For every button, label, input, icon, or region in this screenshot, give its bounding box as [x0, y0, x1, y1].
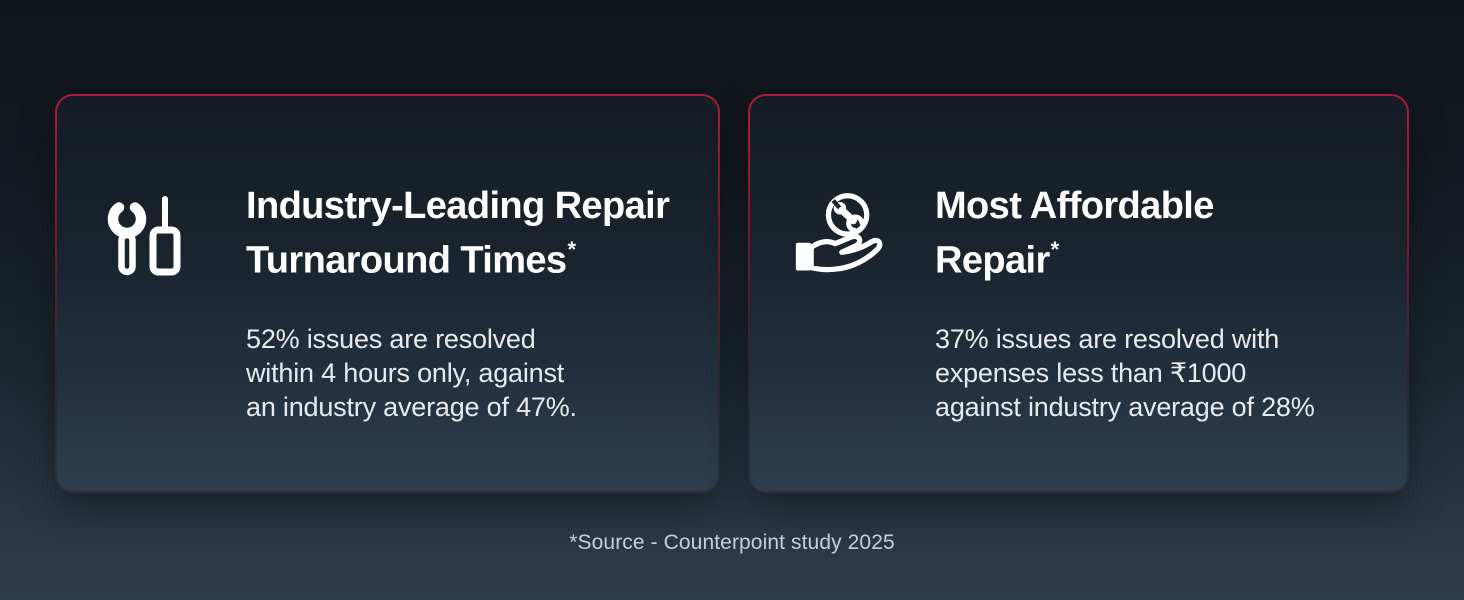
title-line-1: Most Affordable: [935, 185, 1214, 227]
description-line: 52% issues are resolved: [246, 323, 536, 354]
description-line: an industry average of 47%.: [246, 391, 577, 422]
description-line: 37% issues are resolved with: [935, 323, 1280, 354]
card-title: Most Affordable Repair*: [935, 184, 1315, 284]
repair-turnaround-card: Industry-Leading Repair Turnaround Times*…: [55, 94, 720, 493]
title-footnote-asterisk: *: [1050, 237, 1060, 262]
card-description: 52% issues are resolved within 4 hours o…: [246, 322, 669, 424]
title-footnote-asterisk: *: [567, 237, 576, 262]
title-line-1: Industry-Leading Repair: [246, 185, 670, 227]
title-line-2: Repair: [935, 239, 1050, 282]
wrench-screwdriver-icon: [102, 192, 190, 280]
affordable-repair-card: Most Affordable Repair* 37% issues are re…: [748, 94, 1409, 493]
repair-turnaround-card-body: Industry-Leading Repair Turnaround Times*…: [57, 96, 718, 491]
affordable-repair-card-body: Most Affordable Repair* 37% issues are re…: [750, 96, 1407, 491]
card-description: 37% issues are resolved with expenses le…: [935, 322, 1315, 424]
description-line: within 4 hours only, against: [246, 357, 565, 388]
source-footnote: *Source - Counterpoint study 2025: [569, 531, 895, 554]
description-line: against industry average of 28%: [935, 391, 1315, 422]
card-title: Industry-Leading Repair Turnaround Times*: [246, 184, 670, 284]
hand-holding-coin-wrench-icon: [792, 192, 884, 280]
description-line: expenses less than ₹1000: [935, 357, 1247, 388]
title-line-2: Turnaround Times: [246, 239, 567, 282]
